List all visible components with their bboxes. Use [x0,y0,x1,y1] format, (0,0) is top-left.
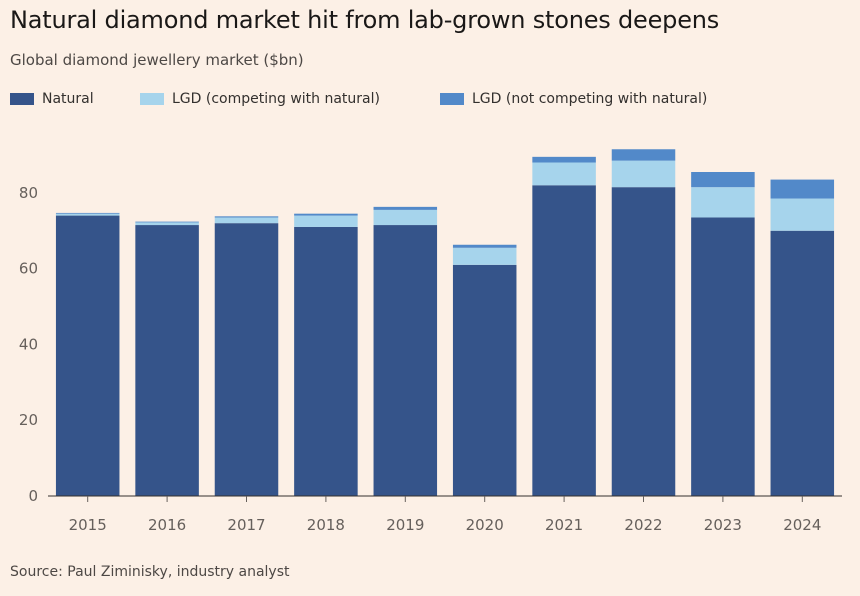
chart-subtitle: Global diamond jewellery market ($bn) [10,51,304,69]
stacked-bar-chart: 0 20 40 60 80 2015 2016 2017 2018 2019 2020 2021 202… [19,149,842,534]
y-tick-label: 20 [19,411,38,429]
legend-label-lgd-competing: LGD (competing with natural) [172,91,380,107]
bar-2021-series-2 [532,156,596,163]
bar-2018-series-0 [294,226,358,496]
bar-2023-series-1 [691,187,755,218]
x-tick-label: 2022 [624,516,662,534]
legend-swatch-natural [10,93,34,105]
bar-2018-series-1 [294,215,358,227]
bar-2017-series-0 [214,223,279,496]
source-note: Source: Paul Ziminisky, industry analyst [10,564,290,580]
x-tick-label: 2021 [545,516,583,534]
x-tick-label: 2015 [69,516,107,534]
bar-2016-series-2 [135,221,199,223]
bar-2021-series-0 [532,185,596,496]
y-tick-label: 60 [19,260,38,278]
legend-item-lgd-not-competing: LGD (not competing with natural) [440,91,707,107]
x-tick-label: 2016 [148,516,186,534]
legend-swatch-lgd-not-competing [440,93,464,105]
legend-swatch-lgd-competing [140,93,164,105]
legend-item-lgd-competing: LGD (competing with natural) [140,91,380,107]
bar-2024-series-1 [770,198,835,231]
legend-label-lgd-not-competing: LGD (not competing with natural) [472,91,708,107]
x-tick-label: 2017 [227,516,265,534]
legend-item-natural: Natural [10,91,94,107]
bar-2022-series-2 [611,149,676,161]
x-tick-label: 2019 [386,516,424,534]
bar-2016-series-0 [135,225,199,497]
y-tick-label: 0 [28,487,38,505]
x-tick-label: 2024 [783,516,821,534]
bar-2023-series-0 [691,217,755,496]
bar-2022-series-0 [611,187,676,496]
y-tick-label: 80 [19,184,38,202]
bar-2024-series-2 [770,179,835,199]
x-tick-label: 2020 [466,516,504,534]
x-tick-label: 2018 [307,516,345,534]
bar-2023-series-2 [691,172,755,188]
bar-2021-series-1 [532,162,596,186]
legend-label-natural: Natural [42,91,94,107]
chart-title: Natural diamond market hit from lab-grow… [10,6,720,34]
bar-2015-series-1 [55,213,120,216]
bar-2019-series-0 [373,225,438,497]
bar-2022-series-1 [611,160,676,188]
bar-2020-series-1 [452,247,517,265]
bar-2020-series-0 [452,264,517,496]
x-tick-label: 2023 [704,516,742,534]
bar-2015-series-2 [55,212,120,214]
bar-2019-series-2 [373,206,438,210]
bar-2017-series-1 [214,217,279,224]
bar-2015-series-0 [55,215,120,496]
bar-2020-series-2 [452,244,517,248]
chart-legend: Natural LGD (competing with natural) LGD… [10,91,850,111]
bar-2018-series-2 [294,213,358,216]
bar-2017-series-2 [214,216,279,218]
y-tick-label: 40 [19,335,38,353]
bar-2016-series-1 [135,222,199,226]
bar-2024-series-0 [770,230,835,496]
bar-2019-series-1 [373,209,438,226]
